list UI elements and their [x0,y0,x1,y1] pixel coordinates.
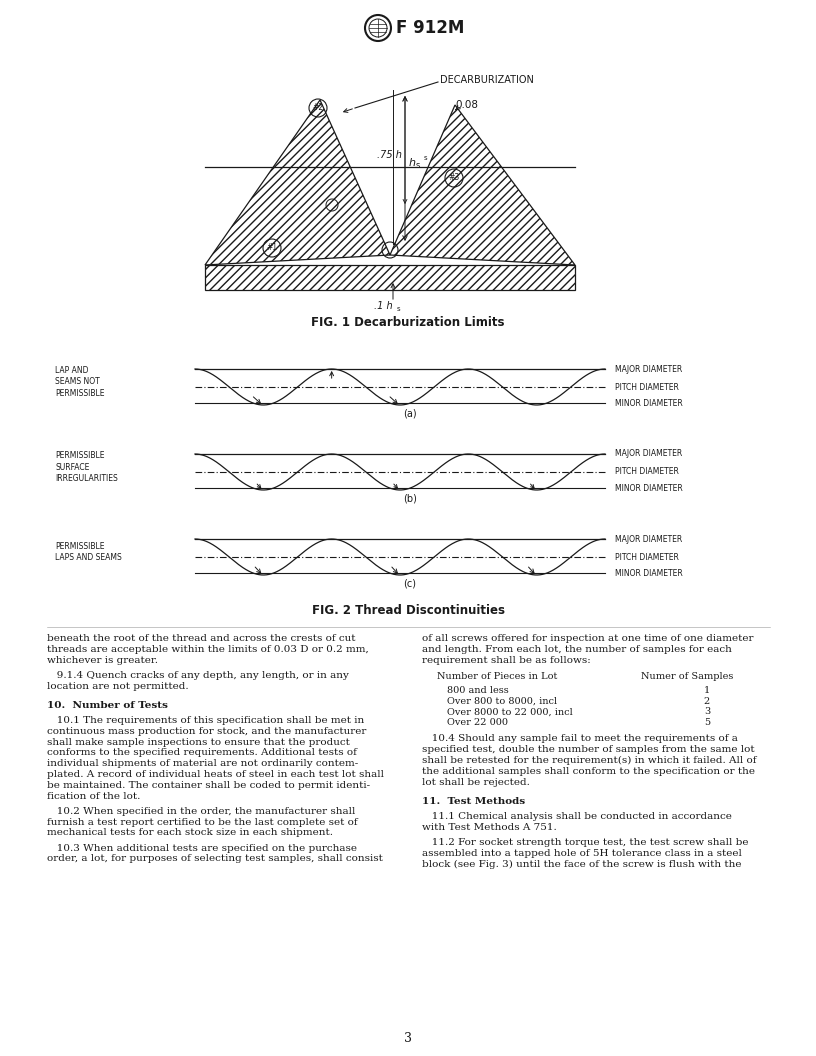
Text: and length. From each lot, the number of samples for each: and length. From each lot, the number of… [422,645,732,654]
Text: individual shipments of material are not ordinarily contem-: individual shipments of material are not… [47,759,358,769]
Text: mechanical tests for each stock size in each shipment.: mechanical tests for each stock size in … [47,828,333,837]
Text: #2: #2 [313,103,324,113]
Text: 3: 3 [404,1032,412,1044]
Text: PERMISSIBLE
LAPS AND SEAMS: PERMISSIBLE LAPS AND SEAMS [55,542,122,563]
Text: FIG. 2 Thread Discontinuities: FIG. 2 Thread Discontinuities [312,603,504,617]
Text: F 912M: F 912M [396,19,464,37]
Text: 5: 5 [704,718,710,728]
Text: 11.2 For socket strength torque test, the test screw shall be: 11.2 For socket strength torque test, th… [422,838,748,847]
Polygon shape [390,105,575,265]
Text: PITCH DIAMETER: PITCH DIAMETER [615,382,679,392]
Text: beneath the root of the thread and across the crests of cut: beneath the root of the thread and acros… [47,634,356,643]
Text: 0.08: 0.08 [455,100,478,110]
Text: 11.  Test Methods: 11. Test Methods [422,797,526,806]
Text: #1: #1 [267,244,277,252]
Text: Number of Pieces in Lot: Number of Pieces in Lot [437,672,557,681]
Text: FIG. 1 Decarburization Limits: FIG. 1 Decarburization Limits [311,316,505,328]
Text: (a): (a) [403,409,417,418]
Text: 10.1 The requirements of this specification shall be met in: 10.1 The requirements of this specificat… [47,716,364,725]
Text: PERMISSIBLE
SURFACE
IRREGULARITIES: PERMISSIBLE SURFACE IRREGULARITIES [55,451,118,484]
Text: the additional samples shall conform to the specification or the: the additional samples shall conform to … [422,767,755,776]
Text: DECARBURIZATION: DECARBURIZATION [440,75,534,84]
Text: s: s [397,306,401,312]
Text: (b): (b) [403,493,417,504]
Text: .75 h: .75 h [377,150,402,161]
Text: of all screws offered for inspection at one time of one diameter: of all screws offered for inspection at … [422,634,753,643]
Text: s: s [424,155,428,161]
Text: continuous mass production for stock, and the manufacturer: continuous mass production for stock, an… [47,727,366,736]
Text: .1 h: .1 h [374,301,392,312]
Text: furnish a test report certified to be the last complete set of: furnish a test report certified to be th… [47,817,357,827]
Text: requirement shall be as follows:: requirement shall be as follows: [422,656,591,664]
Text: MAJOR DIAMETER: MAJOR DIAMETER [615,534,682,544]
Text: Over 22 000: Over 22 000 [447,718,508,728]
Text: PITCH DIAMETER: PITCH DIAMETER [615,552,679,562]
Text: MINOR DIAMETER: MINOR DIAMETER [615,399,683,408]
Text: 10.2 When specified in the order, the manufacturer shall: 10.2 When specified in the order, the ma… [47,807,356,816]
Text: h: h [409,158,416,168]
Text: shall make sample inspections to ensure that the product: shall make sample inspections to ensure … [47,738,350,747]
Text: #3: #3 [448,173,459,183]
Text: order, a lot, for purposes of selecting test samples, shall consist: order, a lot, for purposes of selecting … [47,854,383,864]
Polygon shape [205,265,575,290]
Text: block (see Fig. 3) until the face of the screw is flush with the: block (see Fig. 3) until the face of the… [422,860,742,869]
Text: Numer of Samples: Numer of Samples [641,672,734,681]
Text: shall be retested for the requirement(s) in which it failed. All of: shall be retested for the requirement(s)… [422,756,756,766]
Text: conforms to the specified requirements. Additional tests of: conforms to the specified requirements. … [47,749,357,757]
Text: Over 8000 to 22 000, incl: Over 8000 to 22 000, incl [447,708,573,716]
Text: (c): (c) [403,579,416,588]
Text: 1: 1 [704,685,710,695]
Text: LAP AND
SEAMS NOT
PERMISSIBLE: LAP AND SEAMS NOT PERMISSIBLE [55,365,104,398]
Text: Over 800 to 8000, incl: Over 800 to 8000, incl [447,697,557,705]
Text: MAJOR DIAMETER: MAJOR DIAMETER [615,364,682,374]
Text: lot shall be rejected.: lot shall be rejected. [422,777,530,787]
Text: location are not permitted.: location are not permitted. [47,681,188,691]
Text: 10.  Number of Tests: 10. Number of Tests [47,701,168,710]
Text: 2: 2 [704,697,710,705]
Text: 10.4 Should any sample fail to meet the requirements of a: 10.4 Should any sample fail to meet the … [422,734,738,743]
Text: 11.1 Chemical analysis shall be conducted in accordance: 11.1 Chemical analysis shall be conducte… [422,812,732,822]
Text: threads are acceptable within the limits of 0.03 D or 0.2 mm,: threads are acceptable within the limits… [47,645,369,654]
Text: MINOR DIAMETER: MINOR DIAMETER [615,484,683,493]
Text: specified test, double the number of samples from the same lot: specified test, double the number of sam… [422,746,755,754]
Text: with Test Methods A 751.: with Test Methods A 751. [422,823,557,832]
Text: 9.1.4 Quench cracks of any depth, any length, or in any: 9.1.4 Quench cracks of any depth, any le… [47,671,349,680]
Text: whichever is greater.: whichever is greater. [47,656,158,664]
Text: 800 and less: 800 and less [447,685,508,695]
Text: be maintained. The container shall be coded to permit identi-: be maintained. The container shall be co… [47,780,370,790]
Text: 3: 3 [704,708,710,716]
Text: s: s [416,162,420,170]
Text: MINOR DIAMETER: MINOR DIAMETER [615,569,683,578]
Text: assembled into a tapped hole of 5H tolerance class in a steel: assembled into a tapped hole of 5H toler… [422,849,742,857]
Text: MAJOR DIAMETER: MAJOR DIAMETER [615,450,682,458]
Polygon shape [205,100,390,265]
Text: plated. A record of individual heats of steel in each test lot shall: plated. A record of individual heats of … [47,770,384,779]
Text: PITCH DIAMETER: PITCH DIAMETER [615,468,679,476]
Text: 10.3 When additional tests are specified on the purchase: 10.3 When additional tests are specified… [47,844,357,852]
Text: fication of the lot.: fication of the lot. [47,792,140,800]
